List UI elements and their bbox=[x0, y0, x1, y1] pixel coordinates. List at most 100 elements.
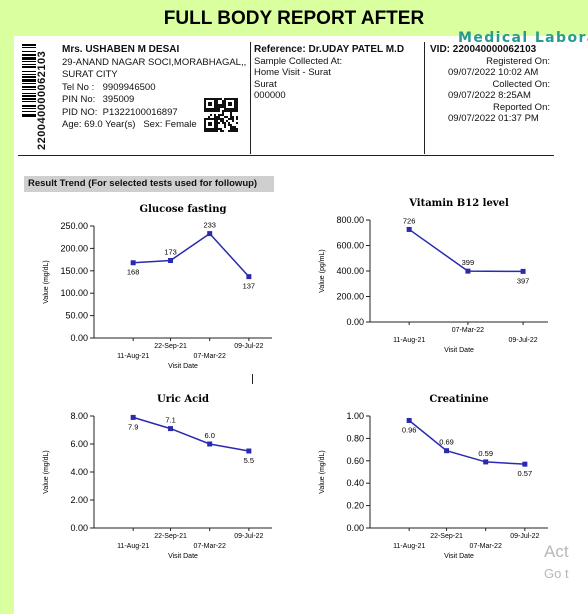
y-tick-label: 4.00 bbox=[70, 467, 88, 477]
reported-label: Reported On: bbox=[492, 101, 550, 113]
y-tick-label: 0.00 bbox=[346, 523, 364, 533]
barcode bbox=[22, 44, 48, 154]
data-label: 0.96 bbox=[402, 425, 417, 434]
data-label: 168 bbox=[127, 268, 140, 277]
y-tick-label: 250.00 bbox=[60, 221, 88, 231]
y-tick-label: 150.00 bbox=[60, 266, 88, 276]
x-axis-label: Visit Date bbox=[444, 347, 474, 354]
y-axis-label: Value (mg/dL) bbox=[43, 450, 50, 493]
qr-code-icon bbox=[204, 98, 238, 132]
x-tick-label: 09-Jul-22 bbox=[510, 533, 539, 540]
data-point bbox=[207, 441, 213, 447]
series-line bbox=[133, 232, 250, 278]
data-label: 0.57 bbox=[518, 469, 533, 478]
data-label: 7.1 bbox=[165, 416, 175, 425]
data-point bbox=[522, 461, 528, 467]
x-tick-label: 11-Aug-21 bbox=[393, 337, 425, 344]
data-label: 397 bbox=[517, 276, 530, 285]
y-tick-label: 0.80 bbox=[346, 433, 364, 443]
data-point bbox=[246, 448, 252, 454]
x-tick-label: 22-Sep-21 bbox=[154, 533, 187, 540]
y-tick-label: 100.00 bbox=[60, 288, 88, 298]
vitamin-b12-chart: Vitamin B12 level 0.00 200.00 400.00 600.00 8… bbox=[302, 192, 564, 370]
y-tick-label: 8.00 bbox=[70, 411, 88, 421]
data-label: 173 bbox=[164, 247, 177, 256]
divider bbox=[424, 42, 425, 154]
x-tick-label: 07-Mar-22 bbox=[194, 543, 226, 550]
x-axis-label: Visit Date bbox=[168, 553, 198, 560]
watermark-line2: Go t bbox=[544, 566, 569, 581]
x-tick-label: 11-Aug-21 bbox=[393, 543, 425, 550]
data-point bbox=[483, 459, 489, 465]
uric-acid-chart: Uric Acid 0.00 2.00 4.00 6.00 8.00 Value (mg/d… bbox=[26, 388, 288, 574]
pin-label: PIN No: bbox=[62, 94, 96, 105]
barcode-bars-icon bbox=[22, 44, 36, 117]
x-tick-label: 07-Mar-22 bbox=[470, 543, 502, 550]
pin-value: 395009 bbox=[102, 94, 135, 105]
collected-label: Collected On: bbox=[492, 78, 550, 90]
glucose-chart: Glucose fasting 0.00 50.00 100.00 150.00 200.… bbox=[26, 198, 286, 380]
y-tick-label: 600.00 bbox=[336, 241, 364, 251]
x-tick-label: 09-Jul-22 bbox=[234, 533, 263, 540]
vid-value: 220040000062103 bbox=[452, 44, 537, 55]
data-point bbox=[246, 274, 252, 280]
chart-title: Uric Acid bbox=[157, 394, 209, 405]
collected-at-line1: Home Visit - Surat bbox=[254, 67, 331, 78]
x-tick-label: 09-Jul-22 bbox=[234, 343, 263, 350]
data-label: 7.9 bbox=[128, 422, 138, 431]
report-banner-title: FULL BODY REPORT AFTER bbox=[163, 8, 425, 29]
data-point bbox=[168, 257, 174, 263]
tel-label: Tel No : bbox=[62, 81, 95, 93]
data-point bbox=[130, 414, 136, 420]
data-point bbox=[444, 448, 450, 454]
data-label: 233 bbox=[203, 221, 216, 230]
y-axis-label: Value (mg/dL) bbox=[319, 450, 326, 493]
data-point bbox=[130, 260, 136, 266]
watermark-line1: Act bbox=[544, 542, 569, 561]
x-axis-label: Visit Date bbox=[444, 553, 474, 560]
x-tick-label: 11-Aug-21 bbox=[117, 543, 149, 550]
age-text: Age: 69.0 Year(s) bbox=[62, 119, 136, 130]
y-tick-label: 0.00 bbox=[70, 523, 88, 533]
x-tick-label: 07-Mar-22 bbox=[452, 327, 484, 334]
result-trend-heading: Result Trend (For selected tests used fo… bbox=[24, 176, 274, 192]
data-label: 399 bbox=[462, 258, 475, 267]
y-tick-label: 200.00 bbox=[60, 243, 88, 253]
chart-title: Glucose fasting bbox=[140, 204, 227, 215]
visit-block: VID: 220040000062103 Registered On: 09/0… bbox=[430, 44, 550, 125]
reference-block: Reference: Dr.UDAY PATEL M.D Sample Coll… bbox=[254, 44, 404, 102]
y-axis-label: Value (mg/dL) bbox=[43, 260, 50, 303]
registered-label: Registered On: bbox=[486, 55, 550, 67]
data-point bbox=[168, 426, 174, 432]
creatinine-chart: Creatinine 0.00 0.20 0.40 0.60 0.80 1.00 Value … bbox=[302, 388, 564, 574]
series-line bbox=[408, 419, 525, 465]
x-tick-label: 09-Jul-22 bbox=[508, 337, 537, 344]
collected-value: 09/07/2022 8:25AM bbox=[448, 90, 531, 101]
registered-value: 09/07/2022 10:02 AM bbox=[448, 67, 539, 78]
pid-value: P1322100016897 bbox=[102, 106, 178, 118]
collected-at-line3: 000000 bbox=[254, 90, 286, 101]
patient-address-line2: SURAT CITY bbox=[62, 69, 118, 80]
data-label: 0.69 bbox=[439, 438, 454, 447]
y-tick-label: 800.00 bbox=[336, 215, 364, 225]
tel-value: 9909946500 bbox=[102, 81, 156, 93]
y-tick-label: 0.40 bbox=[346, 478, 364, 488]
y-tick-label: 0.00 bbox=[346, 317, 364, 327]
chart-title: Creatinine bbox=[429, 394, 488, 405]
patient-name: Mrs. USHABEN M DESAI bbox=[62, 44, 180, 55]
barcode-number: 220040000062103 bbox=[36, 50, 48, 150]
data-point bbox=[465, 268, 471, 274]
y-tick-label: 200.00 bbox=[336, 292, 364, 302]
y-tick-label: 0.60 bbox=[346, 456, 364, 466]
y-tick-label: 6.00 bbox=[70, 439, 88, 449]
data-point bbox=[406, 417, 412, 423]
y-tick-label: 1.00 bbox=[346, 411, 364, 421]
data-label: 0.59 bbox=[478, 449, 493, 458]
x-tick-label: 07-Mar-22 bbox=[194, 353, 226, 360]
patient-address-line1: 29-ANAND NAGAR SOCI,MORABHAGAL,, bbox=[62, 56, 247, 68]
reference-label: Reference: bbox=[254, 44, 306, 55]
x-axis-label: Visit Date bbox=[168, 363, 198, 370]
report-sheet: Medical Laboratory Repor 220040000062103… bbox=[14, 30, 588, 614]
y-tick-label: 0.00 bbox=[70, 333, 88, 343]
data-label: 5.5 bbox=[244, 456, 254, 465]
